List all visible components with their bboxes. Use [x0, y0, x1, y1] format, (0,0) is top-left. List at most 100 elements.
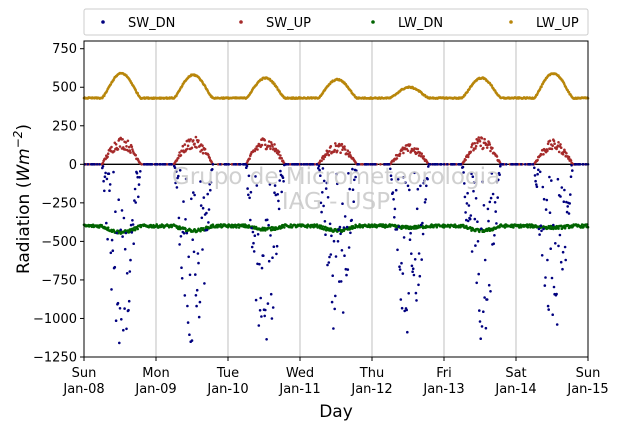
point-sw-dn — [103, 189, 106, 193]
point-sw-dn — [343, 215, 347, 218]
point-sw-up — [140, 163, 143, 166]
point-sw-dn — [566, 205, 569, 208]
point-sw-dn — [369, 163, 373, 166]
point-sw-dn — [408, 188, 411, 192]
point-sw-up — [495, 155, 499, 158]
point-sw-dn — [544, 208, 548, 211]
point-sw-up — [189, 138, 192, 141]
point-sw-dn — [544, 276, 547, 279]
point-sw-dn — [559, 195, 562, 198]
point-sw-dn — [406, 184, 410, 188]
point-sw-up — [420, 152, 424, 155]
point-sw-dn — [468, 217, 472, 221]
y-tick-label: 0 — [69, 158, 77, 173]
point-sw-dn — [541, 185, 545, 189]
point-sw-dn — [557, 244, 560, 248]
point-sw-dn — [266, 218, 269, 222]
point-sw-dn — [431, 163, 435, 166]
y-axis-label-text: Radiation ( — [14, 182, 34, 274]
point-sw-dn — [225, 163, 228, 166]
point-sw-dn — [264, 308, 267, 312]
point-sw-dn — [486, 207, 490, 211]
point-sw-dn — [418, 274, 422, 278]
point-sw-dn — [201, 248, 204, 251]
point-sw-dn — [478, 320, 482, 323]
point-lw-up — [134, 88, 137, 92]
point-sw-dn — [337, 228, 340, 232]
point-sw-dn — [540, 229, 543, 233]
point-sw-dn — [322, 179, 326, 183]
point-sw-dn — [120, 209, 124, 212]
point-sw-dn — [516, 163, 519, 166]
point-sw-dn — [202, 196, 206, 199]
point-sw-dn — [571, 169, 574, 172]
point-sw-up — [469, 150, 473, 154]
y-tick-label: 750 — [52, 42, 77, 57]
point-sw-up — [116, 147, 120, 151]
point-sw-dn — [332, 327, 335, 330]
x-tick-day-label: Mon — [142, 366, 169, 381]
point-sw-dn — [470, 250, 474, 253]
point-sw-dn — [95, 163, 99, 166]
point-sw-dn — [491, 192, 495, 196]
point-sw-up — [400, 149, 404, 152]
point-sw-dn — [273, 184, 277, 187]
point-sw-dn — [357, 163, 361, 166]
point-sw-dn — [251, 230, 255, 234]
point-sw-dn — [424, 198, 428, 201]
point-sw-dn — [265, 338, 268, 341]
point-sw-up — [567, 155, 571, 159]
point-sw-dn — [271, 306, 275, 309]
point-sw-up — [185, 139, 189, 143]
point-sw-dn — [393, 216, 396, 219]
point-sw-dn — [113, 265, 117, 269]
point-sw-dn — [200, 216, 204, 220]
point-sw-up — [491, 146, 494, 150]
point-sw-dn — [252, 250, 256, 253]
point-sw-dn — [476, 240, 480, 243]
point-sw-dn — [326, 196, 330, 199]
point-sw-up — [479, 144, 483, 148]
point-sw-dn — [401, 272, 405, 275]
y-tick-label: −1250 — [33, 351, 77, 366]
legend-marker-sw-up — [239, 20, 243, 24]
point-sw-dn — [286, 163, 290, 166]
point-sw-dn — [417, 252, 421, 255]
point-sw-dn — [352, 200, 356, 203]
point-sw-dn — [315, 163, 319, 166]
point-sw-dn — [407, 292, 411, 295]
point-sw-dn — [423, 201, 427, 204]
point-sw-dn — [302, 163, 306, 166]
point-sw-dn — [584, 163, 588, 166]
point-sw-dn — [546, 304, 550, 308]
point-sw-dn — [338, 225, 342, 229]
point-sw-dn — [278, 179, 282, 182]
point-sw-dn — [104, 171, 107, 175]
point-sw-up — [101, 161, 105, 165]
point-sw-dn — [192, 250, 196, 254]
point-sw-dn — [250, 226, 253, 230]
y-tick-label: −250 — [41, 196, 77, 211]
point-sw-dn — [485, 298, 489, 301]
point-sw-up — [474, 144, 478, 148]
point-sw-dn — [195, 304, 198, 308]
point-sw-dn — [182, 200, 185, 203]
point-sw-up — [194, 135, 198, 139]
point-sw-dn — [328, 222, 332, 226]
point-sw-dn — [366, 163, 370, 166]
point-sw-dn — [413, 258, 417, 261]
point-sw-dn — [279, 169, 282, 173]
point-sw-up — [406, 149, 410, 152]
point-sw-dn — [329, 253, 333, 256]
point-sw-dn — [471, 175, 475, 178]
point-sw-up — [550, 147, 554, 151]
point-sw-up — [336, 149, 339, 153]
x-axis-ticks: SunJan-08MonJan-09TueJan-10WedJan-11ThuJ… — [62, 357, 609, 397]
point-sw-dn — [548, 175, 551, 179]
point-sw-up — [264, 143, 267, 147]
point-lw-dn — [554, 227, 558, 230]
x-tick-date-label: Jan-10 — [206, 382, 248, 397]
point-sw-dn — [277, 199, 280, 203]
point-sw-dn — [318, 168, 321, 172]
